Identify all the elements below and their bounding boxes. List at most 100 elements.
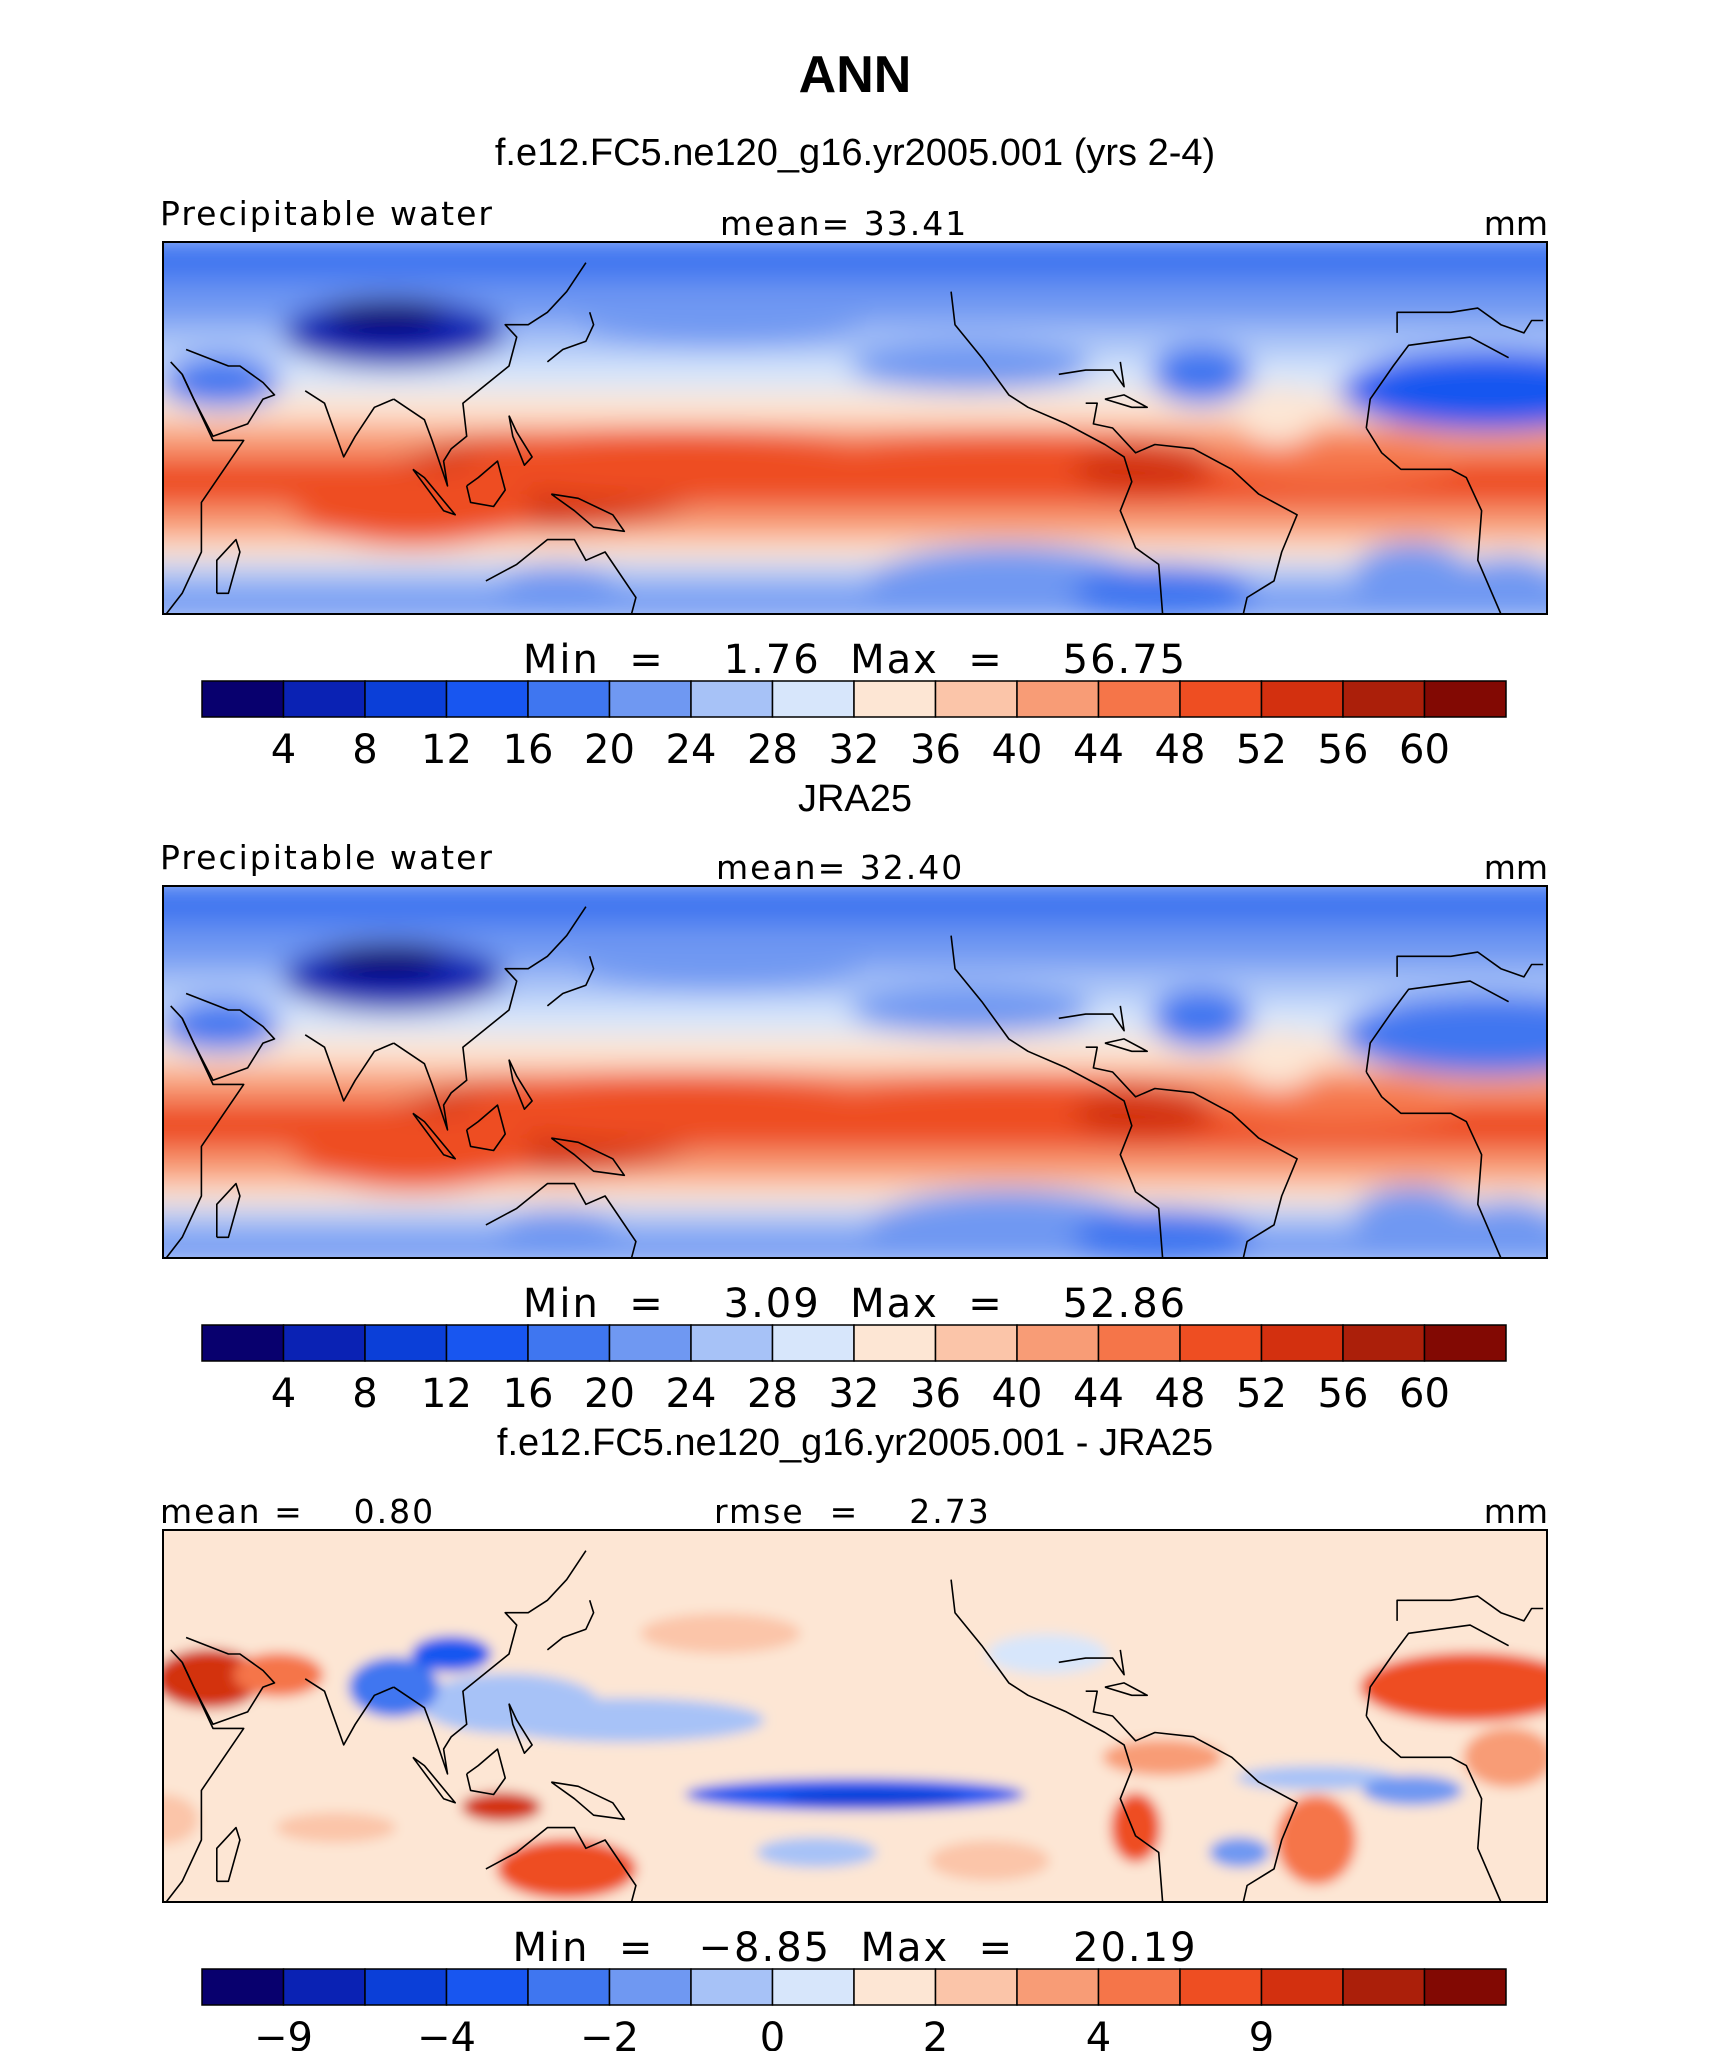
colorbar-tick-label: 8 <box>352 1371 377 1417</box>
colorbar-swatch <box>1342 680 1426 718</box>
field-blob <box>850 341 1091 391</box>
colorbar-tick-label: 40 <box>992 727 1043 773</box>
field-blob <box>1458 1199 1547 1250</box>
panel-2-colorbar-ticks: 4 8 12 16 20 24 28 32 36 40 44 48 52 56 60 <box>271 1371 1450 1417</box>
colorbar-tick-label: 4 <box>271 727 296 773</box>
colorbar-tick-label: 20 <box>584 727 635 773</box>
field-blob <box>1215 439 1456 484</box>
coastline-path <box>1104 1038 1148 1053</box>
colorbar-swatch <box>1179 1324 1263 1362</box>
panel-3-title: f.e12.FC5.ne120_g16.yr2005.001 - JRA25 <box>497 1422 1213 1464</box>
coastline-path <box>304 1678 395 1746</box>
colorbar-tick-label: 0 <box>760 2015 785 2051</box>
field-blob <box>462 1074 902 1145</box>
field-blob <box>1151 988 1251 1049</box>
colorbar-tick-label: 24 <box>666 1371 717 1417</box>
panel-2-variable-label: Precipitable water <box>160 838 494 877</box>
coastline-path <box>304 1034 395 1102</box>
colorbar-swatch <box>282 680 366 718</box>
colorbar-swatch <box>201 1968 285 2006</box>
field-blob <box>1215 1083 1456 1128</box>
coastline-path <box>393 906 587 1131</box>
coastline-path <box>216 538 241 595</box>
field-blob <box>1237 385 1318 446</box>
field-blob <box>1458 555 1547 606</box>
coastline-path <box>550 1137 626 1177</box>
colorbar-swatch <box>364 1968 448 2006</box>
field-blob <box>1352 542 1473 603</box>
colorbar-tick-label: 56 <box>1318 1371 1369 1417</box>
colorbar-swatch <box>364 680 448 718</box>
colorbar-tick-label: 44 <box>1073 727 1124 773</box>
coastline-path <box>485 538 637 614</box>
coastline-path <box>412 1756 456 1804</box>
field-blob <box>498 1207 619 1258</box>
field-blob <box>784 1789 965 1808</box>
panel-2: JRA25 Precipitable water mean= 32.40 mm … <box>160 778 1548 1417</box>
colorbar-swatch <box>853 680 937 718</box>
field-band <box>163 1233 1547 1258</box>
field-blob <box>929 1840 1050 1881</box>
colorbar-tick-label: 32 <box>829 1371 880 1417</box>
coastline-path <box>550 493 626 533</box>
field-blob <box>484 1698 765 1743</box>
coastline-path <box>1058 361 1125 388</box>
colorbar-tick-label: 24 <box>666 727 717 773</box>
colorbar-swatch <box>1179 680 1263 718</box>
colorbar-tick-label: −9 <box>254 2015 313 2051</box>
field-blob <box>1073 444 1214 495</box>
field-band <box>163 564 1547 590</box>
colorbar-tick-label: 60 <box>1399 1371 1450 1417</box>
panel-1: f.e12.FC5.ne120_g16.yr2005.001 (yrs 2-4)… <box>160 132 1548 773</box>
field-blob <box>461 1791 542 1822</box>
field-band <box>163 589 1547 614</box>
colorbar-swatch <box>853 1324 937 1362</box>
field-band <box>163 1208 1547 1234</box>
field-blob <box>1339 350 1547 431</box>
colorbar-swatch <box>934 1968 1018 2006</box>
panel-3-units: mm <box>1484 1492 1548 1531</box>
panel-3: f.e12.FC5.ne120_g16.yr2005.001 - JRA25 m… <box>160 1422 1548 2051</box>
colorbar-tick-label: 28 <box>747 727 798 773</box>
field-band <box>163 242 1547 284</box>
colorbar-swatch <box>1342 1324 1426 1362</box>
colorbar-swatch <box>608 680 692 718</box>
field-blob <box>1360 1652 1547 1723</box>
colorbar-swatch <box>1016 1324 1100 1362</box>
colorbar-swatch <box>1423 1968 1507 2006</box>
panel-1-colorbar-ticks: 4 8 12 16 20 24 28 32 36 40 44 48 52 56 60 <box>271 727 1450 773</box>
field-blob <box>1209 1837 1270 1868</box>
field-blob <box>1362 1775 1463 1806</box>
colorbar-swatch <box>282 1968 366 2006</box>
colorbar-tick-label: 32 <box>829 727 880 773</box>
coastline-path <box>181 348 276 438</box>
field-blob <box>1151 344 1251 405</box>
colorbar-tick-label: 12 <box>421 727 472 773</box>
colorbar-tick-label: −2 <box>580 2015 639 2051</box>
colorbar-swatch <box>690 1968 774 2006</box>
coastline-path <box>1104 394 1148 409</box>
colorbar-tick-label: 56 <box>1318 727 1369 773</box>
colorbar-tick-label: 20 <box>584 1371 635 1417</box>
colorbar-tick-label: 9 <box>1249 2015 1274 2051</box>
field-blob <box>233 1652 324 1697</box>
panel-1-map <box>163 242 1547 614</box>
field-blob <box>580 304 861 345</box>
field-blob <box>1339 994 1547 1075</box>
panel-1-field <box>163 242 1547 614</box>
colorbar-swatch <box>527 680 611 718</box>
panel-3-map <box>163 1530 1547 1902</box>
colorbar-swatch <box>201 680 285 718</box>
colorbar-swatch <box>771 680 855 718</box>
panel-3-frame <box>162 1529 1548 1903</box>
colorbar-swatch <box>1260 1968 1344 2006</box>
colorbar-swatch <box>608 1968 692 2006</box>
field-blob <box>1072 563 1253 614</box>
panel-1-variable-label: Precipitable water <box>160 194 494 233</box>
panel-2-units: mm <box>1484 848 1548 887</box>
field-blob <box>163 1648 265 1709</box>
field-blob <box>756 1837 877 1868</box>
field-blob <box>1352 1186 1473 1247</box>
colorbar-tick-label: 48 <box>1155 1371 1206 1417</box>
